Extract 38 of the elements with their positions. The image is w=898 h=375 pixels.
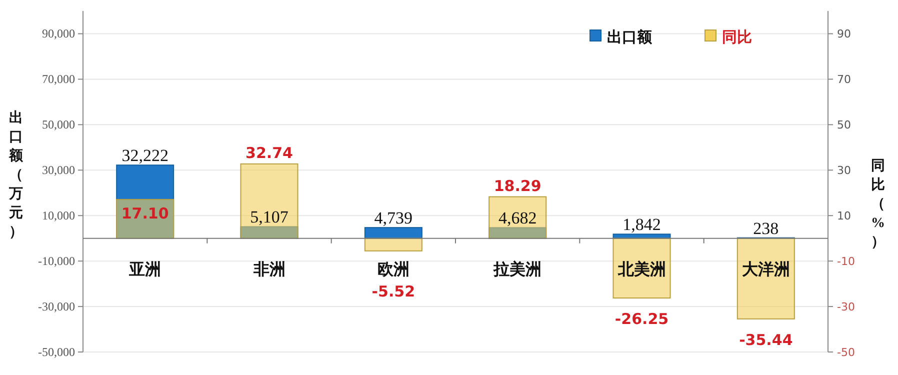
y-tick-label: 90,000 <box>42 26 75 41</box>
y-tick-label: -30,000 <box>38 300 75 314</box>
y2-tick-label: -10 <box>837 255 855 268</box>
data-label: 18.29 <box>494 176 542 195</box>
data-label: 1,842 <box>622 215 661 234</box>
x-tick-label: 欧洲 <box>377 260 410 278</box>
y2-tick-label: -50 <box>837 346 855 359</box>
y2-tick-label: 90 <box>837 28 851 41</box>
y-tick-label: 30,000 <box>42 163 75 178</box>
y2-tick-label: 10 <box>837 210 851 223</box>
y-tick-label: 10,000 <box>42 208 75 223</box>
data-label: 32,222 <box>122 146 168 166</box>
y2-tick-label: -30 <box>837 300 855 314</box>
x-tick-label: 非洲 <box>252 260 286 278</box>
data-label: 238 <box>753 218 779 238</box>
x-tick-label: 大洋洲 <box>742 260 790 278</box>
data-label: 5,107 <box>250 208 289 227</box>
y2-tick-label: 30 <box>837 164 851 178</box>
y2-axis-title: 同比（%） <box>871 158 885 250</box>
y-tick-label: 50,000 <box>42 118 75 132</box>
data-label: -26.25 <box>614 310 669 328</box>
data-label: 4,682 <box>498 208 537 228</box>
data-label: 17.10 <box>121 204 169 222</box>
data-label: 4,739 <box>374 208 413 228</box>
y-tick-label: 70,000 <box>42 72 75 86</box>
x-tick-label: 拉美洲 <box>492 259 542 278</box>
data-label: -35.44 <box>739 330 793 349</box>
y-axis-title: 出口额（万元） <box>8 110 24 240</box>
legend-label: 同比 <box>722 29 752 46</box>
data-label: -5.52 <box>372 282 416 300</box>
y2-tick-label: 50 <box>837 118 851 132</box>
legend-label: 出口额 <box>607 28 653 46</box>
data-label: 32.74 <box>246 144 293 162</box>
x-tick-label: 北美洲 <box>616 259 666 278</box>
y-tick-label: -50,000 <box>38 345 75 359</box>
x-tick-label: 亚洲 <box>128 260 162 278</box>
y-tick-label: -10,000 <box>38 254 75 268</box>
y2-tick-label: 70 <box>837 73 851 86</box>
